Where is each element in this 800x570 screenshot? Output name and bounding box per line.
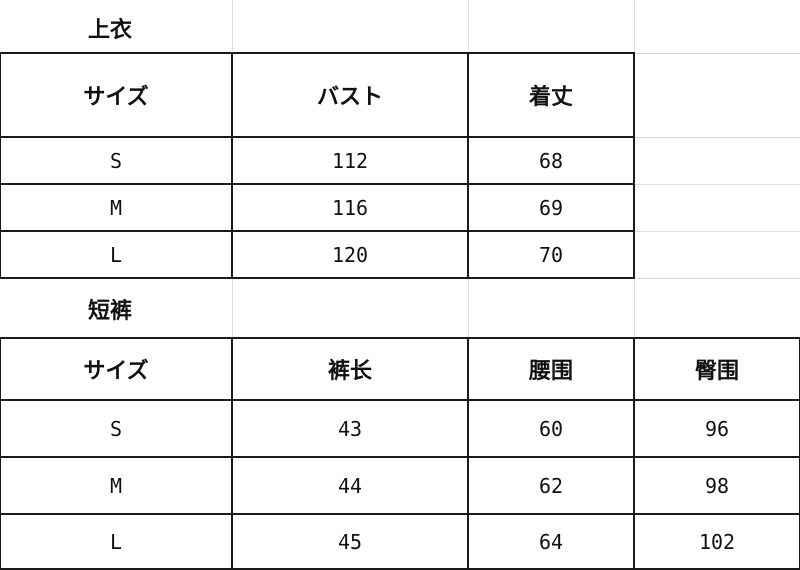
shorts-data-cell[interactable]: 98 bbox=[633, 456, 800, 515]
tops-data-cell[interactable]: 112 bbox=[231, 136, 469, 185]
tops-section-title[interactable]: 上衣 bbox=[88, 17, 133, 43]
shorts-header-cell[interactable]: 臀围 bbox=[633, 337, 800, 401]
tops-data-cell[interactable]: 70 bbox=[467, 230, 635, 279]
shorts-data-cell[interactable]: 44 bbox=[231, 456, 469, 515]
shorts-data-cell[interactable]: M bbox=[0, 456, 233, 515]
tops-header-cell[interactable]: サイズ bbox=[0, 52, 233, 138]
tops-data-cell[interactable]: 68 bbox=[467, 136, 635, 185]
tops-data-cell[interactable]: M bbox=[0, 183, 233, 232]
shorts-data-cell[interactable]: L bbox=[0, 513, 233, 570]
tops-header-cell[interactable]: バスト bbox=[231, 52, 469, 138]
tops-data-cell[interactable]: 69 bbox=[467, 183, 635, 232]
shorts-header-cell[interactable]: 裤长 bbox=[231, 337, 469, 401]
shorts-section-title[interactable]: 短裤 bbox=[88, 299, 133, 324]
shorts-data-cell[interactable]: 60 bbox=[467, 399, 635, 458]
shorts-data-cell[interactable]: 43 bbox=[231, 399, 469, 458]
tops-data-cell[interactable]: 116 bbox=[231, 183, 469, 232]
shorts-header-cell[interactable]: 腰围 bbox=[467, 337, 635, 401]
shorts-data-cell[interactable]: 96 bbox=[633, 399, 800, 458]
shorts-data-cell[interactable]: 64 bbox=[467, 513, 635, 570]
shorts-data-cell[interactable]: 45 bbox=[231, 513, 469, 570]
gridline bbox=[634, 0, 635, 567]
gridline bbox=[468, 0, 469, 567]
shorts-data-cell[interactable]: 62 bbox=[467, 456, 635, 515]
shorts-data-cell[interactable]: S bbox=[0, 399, 233, 458]
shorts-data-cell[interactable]: 102 bbox=[633, 513, 800, 570]
tops-data-cell[interactable]: L bbox=[0, 230, 233, 279]
tops-header-cell[interactable]: 着丈 bbox=[467, 52, 635, 138]
tops-data-cell[interactable]: S bbox=[0, 136, 233, 185]
shorts-header-cell[interactable]: サイズ bbox=[0, 337, 233, 401]
tops-data-cell[interactable]: 120 bbox=[231, 230, 469, 279]
gridline bbox=[232, 0, 233, 567]
